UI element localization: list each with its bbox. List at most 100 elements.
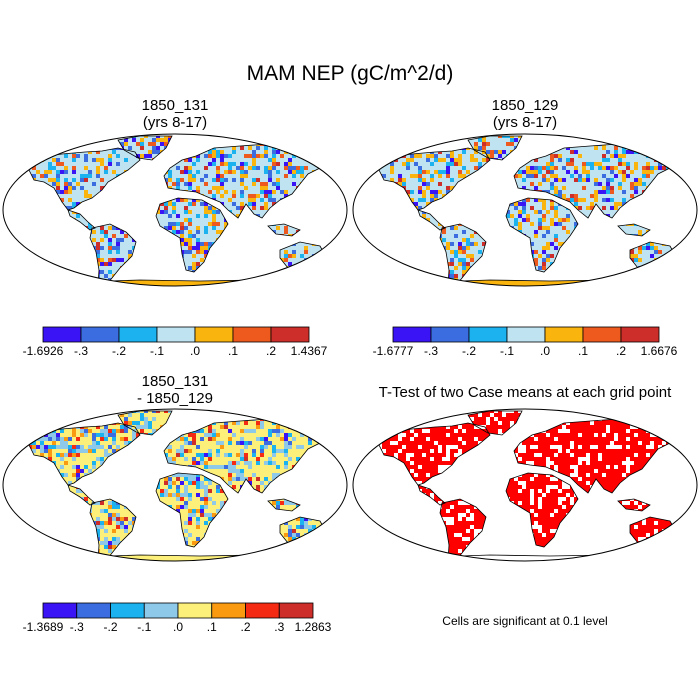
grid-cell	[578, 174, 582, 178]
grid-cell	[80, 186, 84, 190]
grid-cell	[470, 254, 474, 258]
grid-cell	[450, 186, 454, 190]
grid-cell	[244, 286, 248, 290]
grid-cell	[192, 198, 196, 202]
grid-cell	[300, 174, 304, 178]
grid-cell	[654, 278, 658, 282]
grid-cell	[240, 178, 244, 182]
grid-cell	[244, 170, 248, 174]
grid-cell	[610, 166, 614, 170]
grid-cell	[60, 453, 64, 457]
grid-cell	[574, 198, 578, 202]
grid-cell	[44, 136, 48, 138]
grid-cell	[196, 250, 200, 254]
grid-cell	[630, 433, 634, 437]
grid-cell	[168, 485, 172, 489]
grid-cell	[272, 158, 276, 162]
grid-cell	[92, 433, 96, 437]
grid-cell	[96, 158, 100, 162]
grid-cell	[462, 136, 466, 138]
grid-cell	[204, 206, 208, 210]
grid-cell	[654, 136, 658, 138]
grid-cell	[510, 214, 514, 218]
grid-cell	[32, 445, 36, 449]
grid-cell	[662, 413, 666, 417]
grid-cell	[650, 425, 654, 429]
grid-cell	[228, 461, 232, 465]
grid-cell	[518, 202, 522, 206]
grid-cell	[204, 497, 208, 501]
grid-cell	[634, 178, 638, 182]
grid-cell	[582, 186, 586, 190]
grid-cell	[542, 178, 546, 182]
grid-cell	[56, 557, 60, 561]
grid-cell	[64, 437, 68, 441]
grid-cell	[320, 158, 324, 162]
grid-cell	[590, 433, 594, 437]
grid-cell	[56, 421, 60, 425]
grid-cell	[184, 501, 188, 505]
colorbar-swatch	[42, 326, 82, 343]
grid-cell	[184, 166, 188, 170]
grid-cell	[382, 136, 386, 138]
grid-cell	[574, 421, 578, 425]
grid-cell	[188, 182, 192, 186]
grid-cell	[272, 198, 276, 202]
grid-cell	[546, 258, 550, 262]
grid-cell	[582, 178, 586, 182]
grid-cell	[366, 138, 370, 142]
grid-cell	[602, 445, 606, 449]
grid-cell	[44, 429, 48, 433]
grid-cell	[590, 162, 594, 166]
grid-cell	[300, 525, 304, 529]
grid-cell	[212, 210, 216, 214]
grid-cell	[92, 411, 96, 413]
grid-cell	[454, 411, 458, 413]
grid-cell	[498, 154, 502, 158]
grid-cell	[450, 250, 454, 254]
grid-cell	[490, 154, 494, 158]
colorbar-label: .2	[266, 344, 276, 358]
grid-cell	[292, 533, 296, 537]
grid-cell	[398, 266, 402, 270]
grid-cell	[336, 425, 338, 429]
grid-cell	[100, 445, 104, 449]
grid-cell	[256, 437, 260, 441]
grid-cell	[494, 286, 498, 290]
colorbar-label: .2	[616, 344, 626, 358]
coastline-greenland	[117, 410, 173, 436]
grid-cell	[16, 154, 20, 158]
grid-cell	[610, 206, 614, 210]
grid-cell	[614, 413, 618, 417]
grid-cell	[446, 186, 450, 190]
grid-cell	[40, 174, 44, 178]
grid-cell	[570, 425, 574, 429]
grid-cell	[268, 278, 272, 282]
grid-cell	[76, 202, 80, 206]
grid-cell	[534, 166, 538, 170]
grid-cell	[634, 258, 638, 262]
grid-cell	[370, 162, 374, 166]
grid-cell	[406, 158, 410, 162]
grid-cell	[542, 174, 546, 178]
grid-cell	[112, 246, 116, 250]
grid-cell	[336, 286, 340, 290]
grid-cell	[542, 286, 546, 290]
grid-cell	[292, 170, 296, 174]
grid-cell	[610, 170, 614, 174]
grid-cell	[184, 242, 188, 246]
grid-cell	[176, 449, 180, 453]
grid-cell	[542, 441, 546, 445]
grid-cell	[44, 170, 48, 174]
grid-cell	[124, 234, 128, 238]
grid-cell	[418, 278, 422, 282]
grid-cell	[370, 437, 374, 441]
grid-cell	[406, 445, 410, 449]
grid-cell	[538, 210, 542, 214]
grid-cell	[378, 425, 382, 429]
grid-cell	[398, 411, 402, 413]
grid-cell	[152, 146, 156, 150]
grid-cell	[638, 250, 642, 254]
grid-cell	[184, 449, 188, 453]
grid-cell	[40, 445, 44, 449]
